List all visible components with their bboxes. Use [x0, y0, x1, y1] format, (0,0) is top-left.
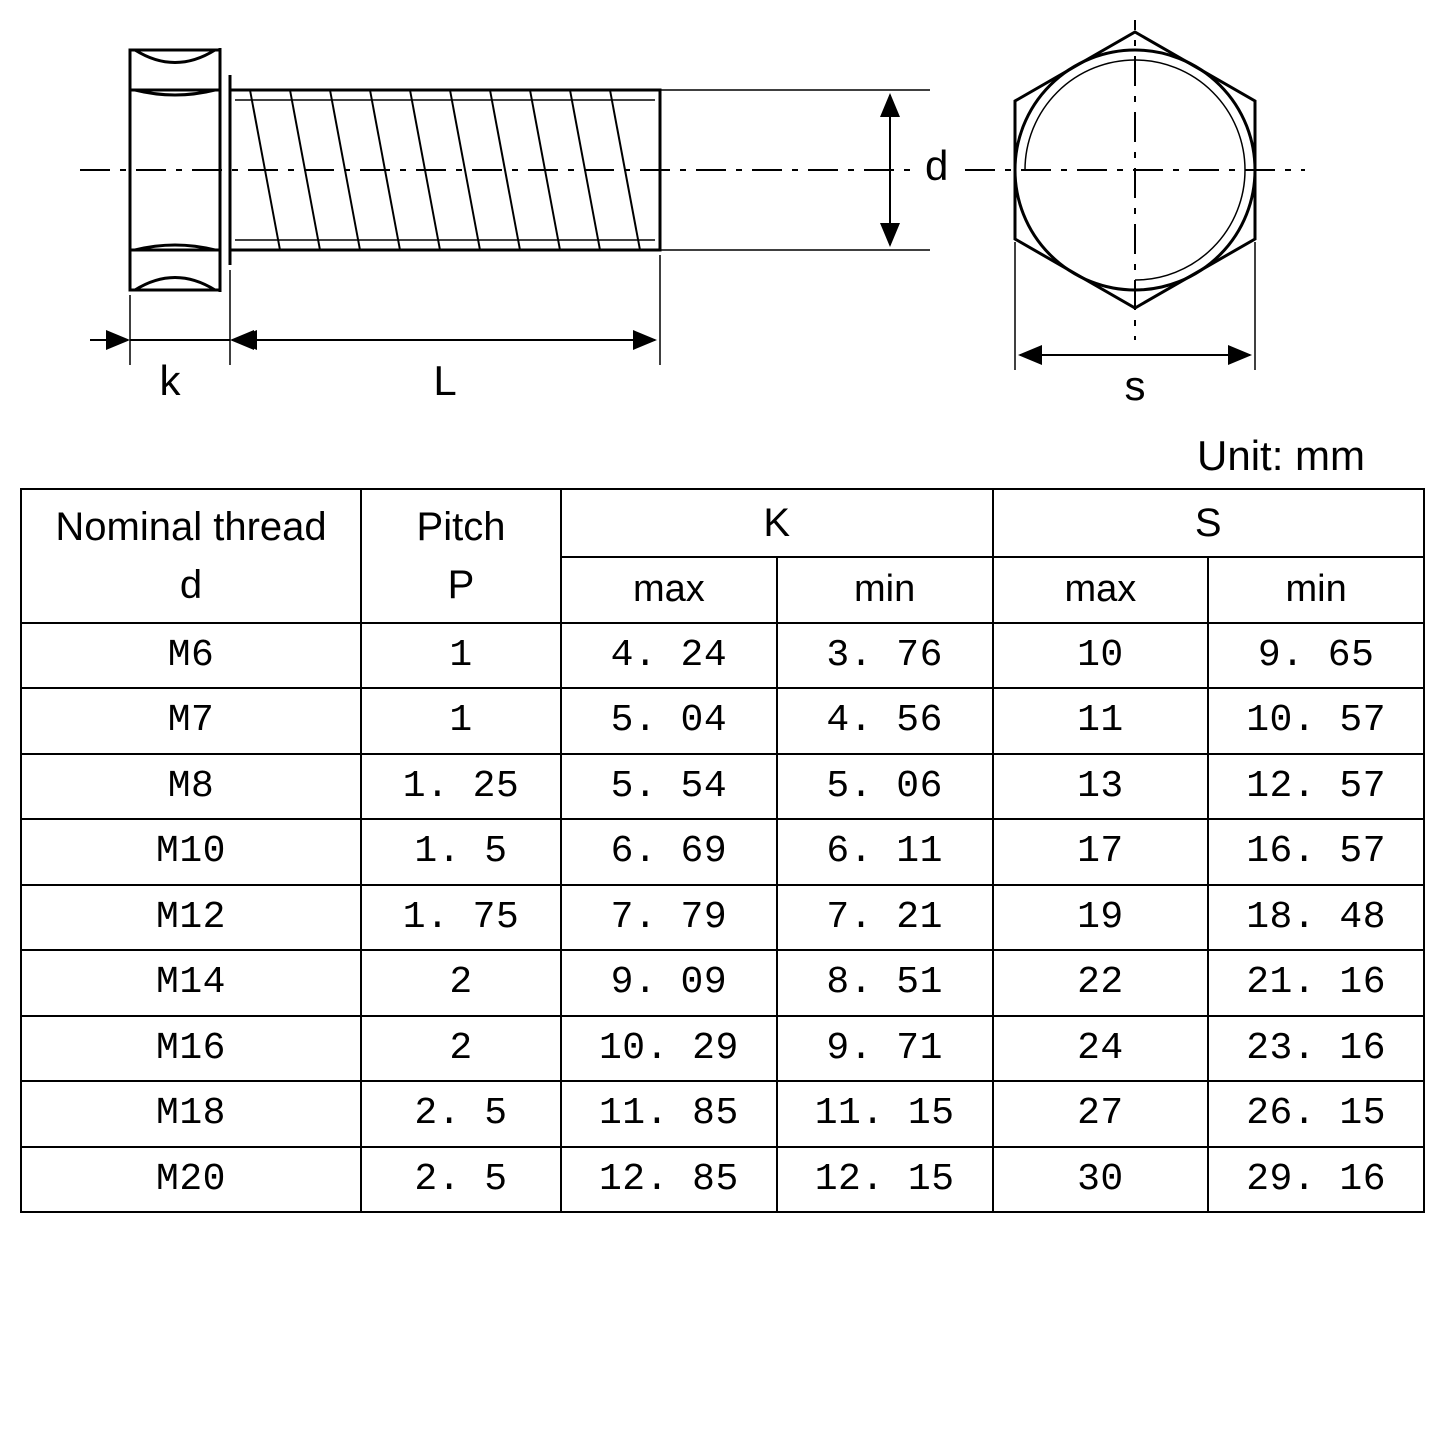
- cell-smin: 10. 57: [1208, 688, 1424, 754]
- cell-p: 2: [361, 950, 561, 1016]
- cell-smin: 29. 16: [1208, 1147, 1424, 1213]
- cell-smax: 11: [993, 688, 1209, 754]
- table-row: M182. 511. 8511. 152726. 15: [21, 1081, 1424, 1147]
- cell-smax: 24: [993, 1016, 1209, 1082]
- cell-kmin: 12. 15: [777, 1147, 993, 1213]
- label-L: L: [433, 357, 456, 404]
- col-S-max: max: [993, 557, 1209, 623]
- cell-kmin: 7. 21: [777, 885, 993, 951]
- cell-smin: 9. 65: [1208, 623, 1424, 689]
- cell-smax: 30: [993, 1147, 1209, 1213]
- cell-smin: 18. 48: [1208, 885, 1424, 951]
- cell-d: M8: [21, 754, 361, 820]
- cell-kmax: 4. 24: [561, 623, 777, 689]
- col-d-top: Nominal thread: [26, 503, 356, 551]
- cell-kmax: 10. 29: [561, 1016, 777, 1082]
- table-row: M202. 512. 8512. 153029. 16: [21, 1147, 1424, 1213]
- cell-d: M16: [21, 1016, 361, 1082]
- label-d: d: [925, 142, 948, 189]
- col-K-max: max: [561, 557, 777, 623]
- cell-smax: 10: [993, 623, 1209, 689]
- col-S: S: [993, 489, 1425, 557]
- col-d: Nominal thread d: [21, 489, 361, 623]
- cell-kmax: 9. 09: [561, 950, 777, 1016]
- cell-d: M14: [21, 950, 361, 1016]
- cell-kmin: 11. 15: [777, 1081, 993, 1147]
- cell-smax: 13: [993, 754, 1209, 820]
- cell-d: M18: [21, 1081, 361, 1147]
- cell-smax: 27: [993, 1081, 1209, 1147]
- cell-smin: 16. 57: [1208, 819, 1424, 885]
- col-p-top: Pitch: [366, 503, 556, 551]
- label-k: k: [160, 357, 182, 404]
- cell-kmax: 5. 04: [561, 688, 777, 754]
- cell-d: M6: [21, 623, 361, 689]
- cell-d: M7: [21, 688, 361, 754]
- cell-smin: 12. 57: [1208, 754, 1424, 820]
- table-row: M16210. 299. 712423. 16: [21, 1016, 1424, 1082]
- cell-p: 1: [361, 688, 561, 754]
- cell-kmax: 6. 69: [561, 819, 777, 885]
- cell-p: 2. 5: [361, 1081, 561, 1147]
- cell-kmin: 4. 56: [777, 688, 993, 754]
- table-row: M614. 243. 76109. 65: [21, 623, 1424, 689]
- cell-kmin: 9. 71: [777, 1016, 993, 1082]
- cell-p: 1. 75: [361, 885, 561, 951]
- cell-smin: 26. 15: [1208, 1081, 1424, 1147]
- cell-smin: 21. 16: [1208, 950, 1424, 1016]
- col-p: Pitch P: [361, 489, 561, 623]
- cell-p: 1. 25: [361, 754, 561, 820]
- cell-smax: 22: [993, 950, 1209, 1016]
- cell-kmax: 12. 85: [561, 1147, 777, 1213]
- cell-smin: 23. 16: [1208, 1016, 1424, 1082]
- cell-kmin: 5. 06: [777, 754, 993, 820]
- spec-table: Nominal thread d Pitch P K S max min max…: [20, 488, 1425, 1213]
- table-row: M1429. 098. 512221. 16: [21, 950, 1424, 1016]
- cell-smax: 19: [993, 885, 1209, 951]
- cell-d: M20: [21, 1147, 361, 1213]
- cell-kmin: 6. 11: [777, 819, 993, 885]
- col-K: K: [561, 489, 993, 557]
- table-row: M715. 044. 561110. 57: [21, 688, 1424, 754]
- table-row: M101. 56. 696. 111716. 57: [21, 819, 1424, 885]
- cell-p: 2: [361, 1016, 561, 1082]
- cell-kmin: 8. 51: [777, 950, 993, 1016]
- cell-p: 2. 5: [361, 1147, 561, 1213]
- cell-smax: 17: [993, 819, 1209, 885]
- table-row: M121. 757. 797. 211918. 48: [21, 885, 1424, 951]
- label-s: s: [1125, 362, 1146, 409]
- cell-kmax: 7. 79: [561, 885, 777, 951]
- col-d-bot: d: [26, 561, 356, 609]
- cell-kmax: 5. 54: [561, 754, 777, 820]
- col-S-min: min: [1208, 557, 1424, 623]
- unit-label: Unit: mm: [20, 432, 1425, 480]
- cell-p: 1: [361, 623, 561, 689]
- cell-kmin: 3. 76: [777, 623, 993, 689]
- col-K-min: min: [777, 557, 993, 623]
- cell-p: 1. 5: [361, 819, 561, 885]
- cell-kmax: 11. 85: [561, 1081, 777, 1147]
- table-row: M81. 255. 545. 061312. 57: [21, 754, 1424, 820]
- col-p-bot: P: [366, 561, 556, 609]
- cell-d: M12: [21, 885, 361, 951]
- bolt-diagram: k L d s: [20, 20, 1425, 420]
- cell-d: M10: [21, 819, 361, 885]
